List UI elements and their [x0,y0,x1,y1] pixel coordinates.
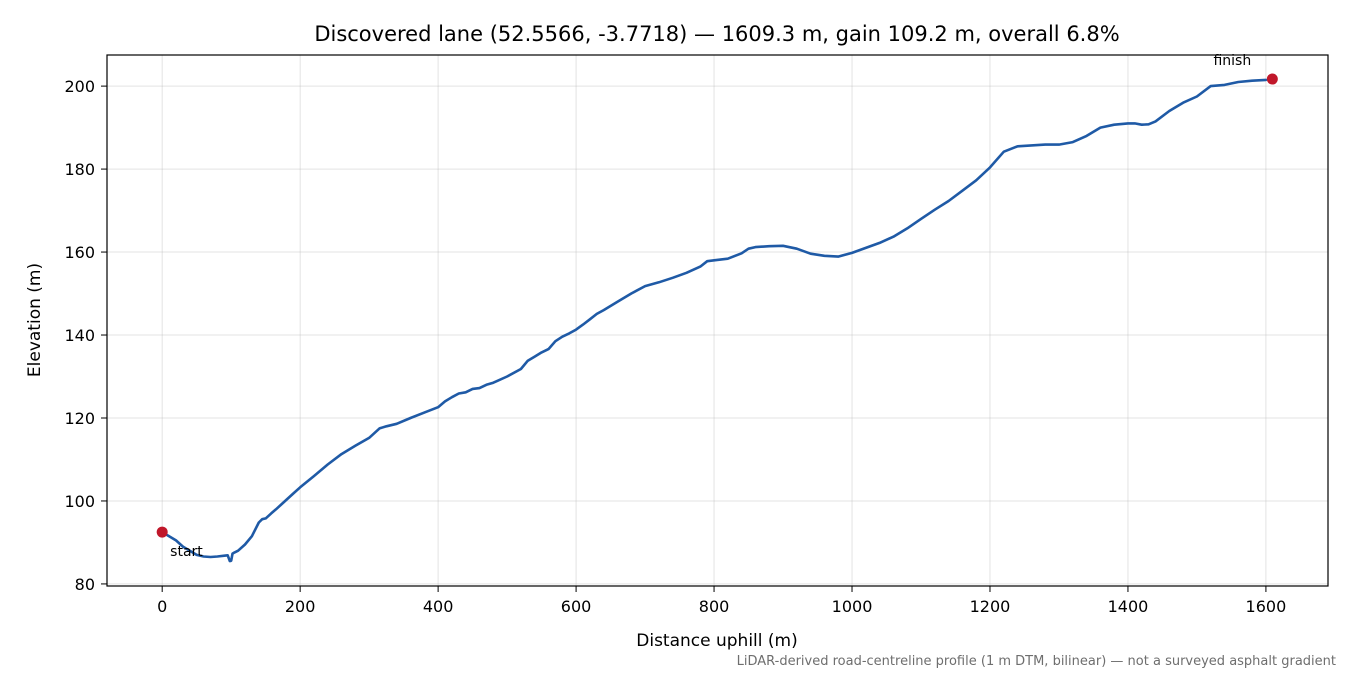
endpoint-markers: start finish [156,53,1278,560]
axis-ticks: 0 200 400 600 800 1000 1200 1400 1600 80 100 120 140… [64,77,1286,616]
x-axis-label: Distance uphill (m) [636,631,797,651]
x-tick-label-4: 800 [699,597,730,616]
y-tick-label-4: 160 [64,243,95,262]
y-tick-label-0: 80 [75,575,95,594]
start-label: start [170,544,203,560]
x-tick-label-8: 1600 [1246,597,1287,616]
x-tick-label-6: 1200 [970,597,1011,616]
x-tick-label-7: 1400 [1108,597,1149,616]
finish-label: finish [1213,53,1251,69]
x-tick-label-2: 400 [423,597,454,616]
x-tick-label-0: 0 [157,597,167,616]
grid-lines [107,55,1328,586]
finish-marker [1266,73,1278,85]
x-tick-label-1: 200 [285,597,316,616]
start-marker [156,526,168,538]
elevation-line [160,78,1268,563]
plot-frame [106,54,1329,587]
x-tick-label-5: 1000 [832,597,873,616]
y-tick-label-6: 200 [64,77,95,96]
y-tick-label-3: 140 [64,326,95,345]
y-tick-label-5: 180 [64,160,95,179]
y-tick-label-2: 120 [64,409,95,428]
chart-title: Discovered lane (52.5566, -3.7718) — 160… [314,22,1119,46]
x-tick-label-3: 600 [561,597,592,616]
footnote: LiDAR-derived road-centreline profile (1… [737,654,1336,669]
y-axis-label: Elevation (m) [25,263,45,377]
y-tick-label-1: 100 [64,492,95,511]
